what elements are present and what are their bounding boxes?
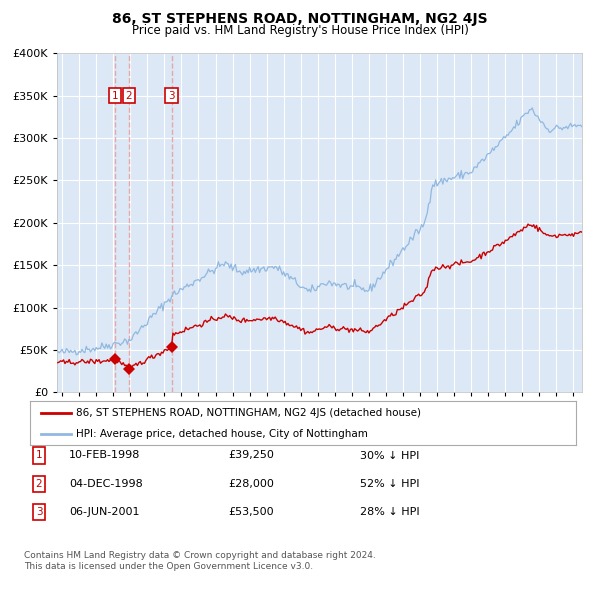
- Text: 3: 3: [35, 507, 43, 517]
- Text: 28% ↓ HPI: 28% ↓ HPI: [360, 507, 419, 517]
- Text: 2: 2: [125, 90, 132, 100]
- Text: HPI: Average price, detached house, City of Nottingham: HPI: Average price, detached house, City…: [76, 430, 368, 440]
- Text: 86, ST STEPHENS ROAD, NOTTINGHAM, NG2 4JS: 86, ST STEPHENS ROAD, NOTTINGHAM, NG2 4J…: [112, 12, 488, 26]
- Text: 3: 3: [169, 90, 175, 100]
- Text: 1: 1: [112, 90, 118, 100]
- Text: This data is licensed under the Open Government Licence v3.0.: This data is licensed under the Open Gov…: [24, 562, 313, 571]
- Text: £28,000: £28,000: [228, 479, 274, 489]
- Text: 86, ST STEPHENS ROAD, NOTTINGHAM, NG2 4JS (detached house): 86, ST STEPHENS ROAD, NOTTINGHAM, NG2 4J…: [76, 408, 421, 418]
- Text: 06-JUN-2001: 06-JUN-2001: [69, 507, 139, 517]
- Text: 52% ↓ HPI: 52% ↓ HPI: [360, 479, 419, 489]
- Text: 30% ↓ HPI: 30% ↓ HPI: [360, 451, 419, 460]
- Text: 2: 2: [35, 479, 43, 489]
- Text: £39,250: £39,250: [228, 451, 274, 460]
- Text: £53,500: £53,500: [228, 507, 274, 517]
- Text: Price paid vs. HM Land Registry's House Price Index (HPI): Price paid vs. HM Land Registry's House …: [131, 24, 469, 37]
- Text: 10-FEB-1998: 10-FEB-1998: [69, 451, 140, 460]
- Text: Contains HM Land Registry data © Crown copyright and database right 2024.: Contains HM Land Registry data © Crown c…: [24, 551, 376, 560]
- Text: 1: 1: [35, 451, 43, 460]
- Text: 04-DEC-1998: 04-DEC-1998: [69, 479, 143, 489]
